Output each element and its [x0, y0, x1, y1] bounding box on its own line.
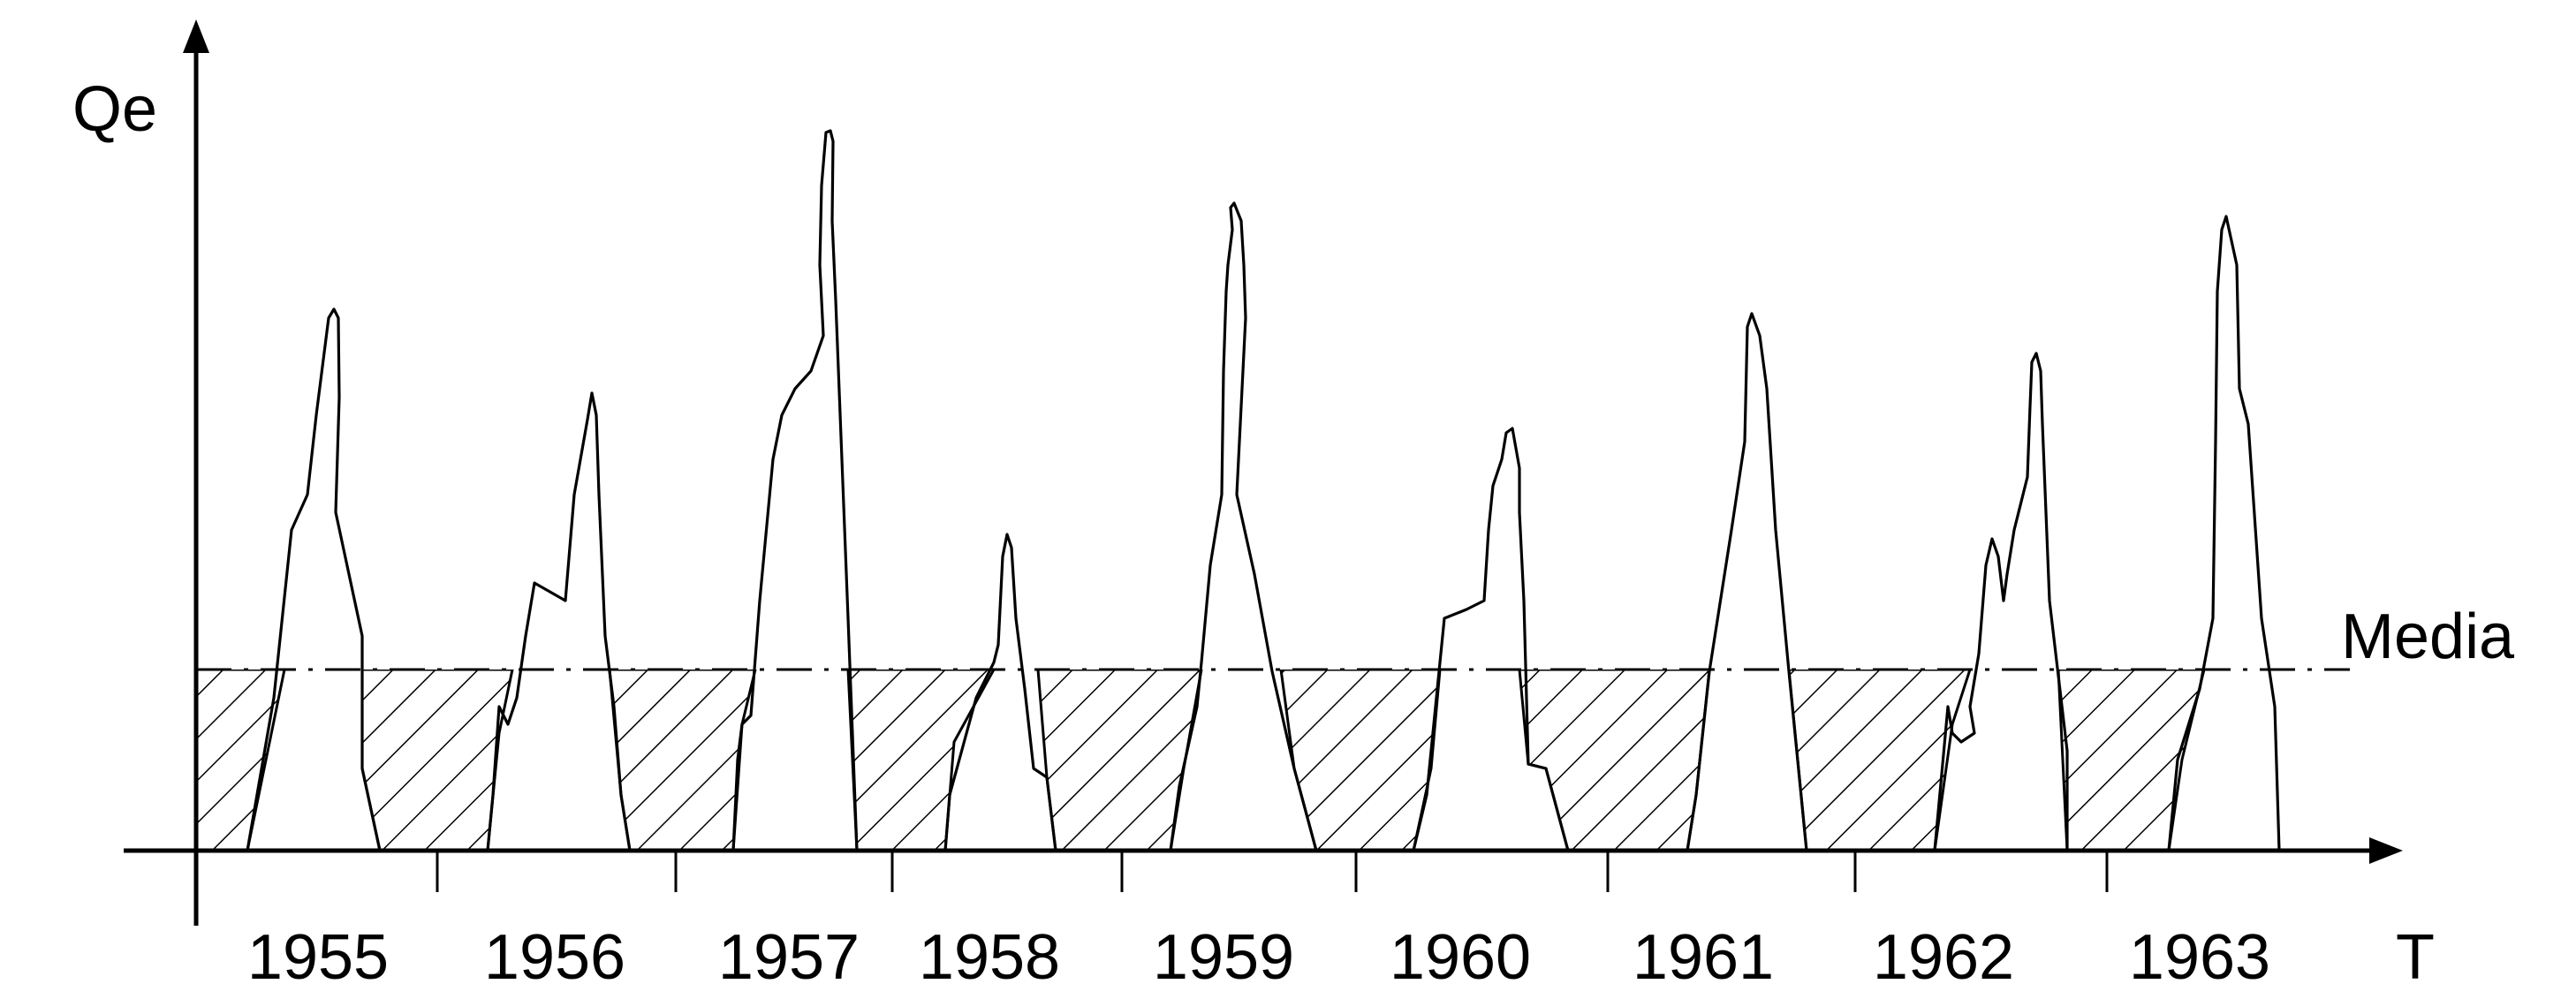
- year-labels: 1955 1956 1957 1958 1959 1960 1961 1962 …: [247, 922, 2270, 993]
- year-label-1962: 1962: [1873, 922, 2014, 993]
- y-axis-label: Qe: [72, 74, 157, 145]
- year-label-1961: 1961: [1633, 922, 1774, 993]
- discharge-curve: [246, 129, 2281, 852]
- year-label-1956: 1956: [484, 922, 625, 993]
- x-axis-arrowhead: [2369, 837, 2403, 864]
- deficit-area-1962-63: [2057, 670, 2206, 852]
- year-label-1960: 1960: [1390, 922, 1531, 993]
- deficit-area-1958-59: [1036, 670, 1203, 852]
- year-label-1959: 1959: [1153, 922, 1294, 993]
- year-label-1955: 1955: [247, 922, 389, 993]
- deficit-area-1955: [196, 670, 286, 852]
- deficit-area-1960-61: [1518, 670, 1711, 852]
- deficit-area-1957-58: [846, 670, 996, 852]
- x-axis-label: T: [2396, 922, 2435, 993]
- deficit-area-1959-60: [1279, 670, 1442, 852]
- year-label-1963: 1963: [2129, 922, 2270, 993]
- year-ticks: [436, 851, 2109, 892]
- year-label-1958: 1958: [919, 922, 1060, 993]
- median-label: Media: [2341, 602, 2515, 672]
- year-label-1957: 1957: [718, 922, 860, 993]
- deficit-areas: [196, 670, 2206, 852]
- y-axis-arrowhead: [183, 19, 209, 53]
